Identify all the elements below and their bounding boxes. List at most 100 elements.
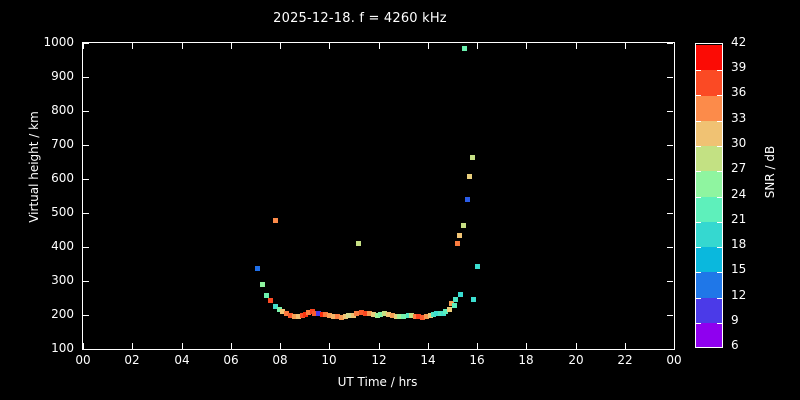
page-title: 2025-12-18. f = 4260 kHz [273,11,447,26]
scatter-point [346,313,351,318]
y-tick-label: 900 [51,69,74,83]
colorbar-tick-label: 6 [731,338,739,352]
x-tick-mark-top [379,43,380,49]
scatter-point [303,312,308,317]
scatter-point [471,297,476,302]
y-tick-mark-right [667,349,673,350]
scatter-point [397,314,402,319]
scatter-point [331,314,336,319]
y-tick-mark-right [667,179,673,180]
colorbar-tick-label: 18 [731,237,747,251]
colorbar-tick-mark [717,171,722,172]
x-tick-mark [231,343,232,349]
scatter-point [356,241,361,246]
scatter-point [428,313,433,318]
scatter-point [455,241,460,246]
scatter-point [378,312,383,317]
x-tick-mark-top [674,43,675,49]
colorbar-tick-label: 42 [731,35,747,49]
scatter-point [273,304,278,309]
y-tick-mark [83,281,89,282]
scatter-point [371,312,376,317]
scatter-point [300,313,305,318]
colorbar-tick-mark [696,171,701,172]
scatter-point [413,314,418,319]
x-tick-label: 20 [568,353,584,367]
scatter-point [461,223,466,228]
y-tick-mark [83,213,89,214]
colorbar-tick-mark [717,121,722,122]
scatter-point [406,313,411,318]
scatter-point [320,312,325,317]
x-tick-label: 04 [174,353,190,367]
y-tick-label: 300 [51,273,74,287]
x-tick-label: 02 [124,353,140,367]
scatter-point [420,315,425,320]
scatter-point [465,197,470,202]
x-tick-mark [379,343,380,349]
colorbar-tick-mark [717,95,722,96]
scatter-point [327,313,332,318]
scatter-point [367,311,372,316]
x-tick-mark [280,343,281,349]
colorbar-segment [696,171,722,197]
colorbar-tick-mark [696,70,701,71]
scatter-point [292,314,297,319]
colorbar-tick-mark [717,146,722,147]
x-tick-mark-top [132,43,133,49]
colorbar-tick-mark [717,247,722,248]
colorbar-segment [696,297,722,323]
scatter-point [284,311,289,316]
x-tick-mark-top [329,43,330,49]
scatter-point [343,314,348,319]
colorbar-tick-mark [696,146,701,147]
colorbar-tick-mark [717,70,722,71]
scatter-point [394,314,399,319]
colorbar [695,43,723,348]
scatter-point [438,311,443,316]
y-tick-mark [83,247,89,248]
colorbar-tick-label: 12 [731,288,747,302]
x-tick-label: 00 [666,353,682,367]
scatter-point [359,310,364,315]
colorbar-segment [696,45,722,71]
colorbar-tick-mark [717,323,722,324]
scatter-point [475,264,480,269]
scatter-plot-area [83,43,674,349]
y-tick-mark [83,145,89,146]
colorbar-segment [696,95,722,121]
x-tick-mark [477,343,478,349]
scatter-point [390,313,395,318]
y-tick-mark-right [667,111,673,112]
scatter-point [386,312,391,317]
x-tick-label: 08 [272,353,288,367]
scatter-point [431,312,436,317]
x-tick-mark-top [280,43,281,49]
x-tick-mark [625,343,626,349]
scatter-point [351,313,356,318]
scatter-point [443,309,448,314]
x-tick-mark [428,343,429,349]
colorbar-tick-mark [717,272,722,273]
colorbar-segment [696,221,722,247]
x-tick-mark [132,343,133,349]
scatter-point [363,311,368,316]
y-tick-label: 500 [51,205,74,219]
x-tick-label: 00 [75,353,91,367]
y-axis-title: Virtual height / km [27,111,41,223]
y-tick-mark [83,43,89,44]
x-tick-mark-top [526,43,527,49]
x-tick-mark [576,343,577,349]
y-tick-mark [83,77,89,78]
scatter-point [434,311,439,316]
x-tick-label: 10 [321,353,337,367]
scatter-point [416,314,421,319]
colorbar-tick-label: 33 [731,111,747,125]
scatter-point [277,307,282,312]
scatter-point [273,218,278,223]
scatter-point [470,155,475,160]
colorbar-segment [696,146,722,172]
colorbar-tick-mark [696,197,701,198]
scatter-point [452,303,457,308]
y-tick-mark-right [667,145,673,146]
